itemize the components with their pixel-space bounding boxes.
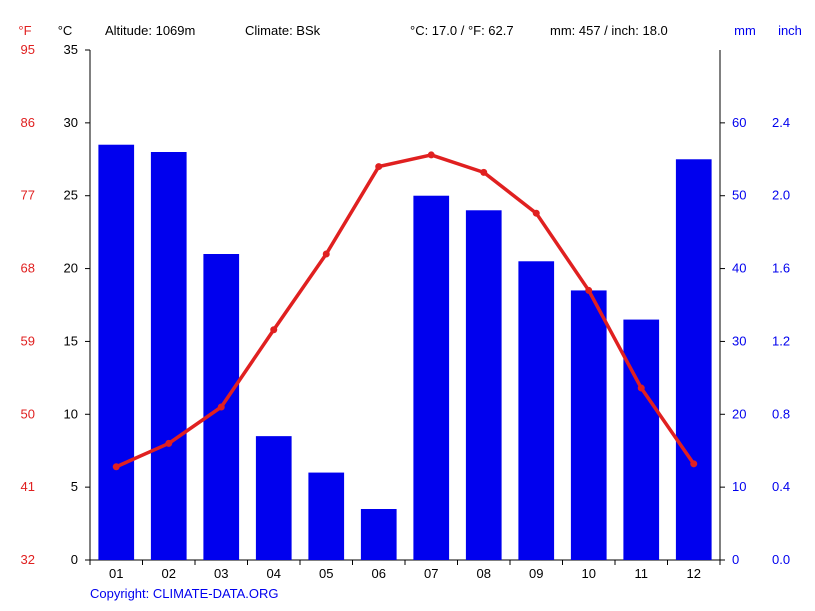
- f-tick-label: 77: [21, 188, 35, 203]
- temp-marker: [113, 463, 120, 470]
- unit-inch-label: inch: [778, 23, 802, 38]
- month-label: 12: [687, 566, 701, 581]
- f-tick-label: 50: [21, 406, 35, 421]
- temp-marker: [690, 460, 697, 467]
- temp-marker: [585, 287, 592, 294]
- temp-summary-text: °C: 17.0 / °F: 62.7: [410, 23, 514, 38]
- precip-summary-text: mm: 457 / inch: 18.0: [550, 23, 668, 38]
- temp-marker: [375, 163, 382, 170]
- c-tick-label: 5: [71, 479, 78, 494]
- climate-chart: Altitude: 1069m Climate: BSk °C: 17.0 / °F…: [0, 0, 815, 611]
- temp-marker: [270, 326, 277, 333]
- temp-marker: [165, 440, 172, 447]
- f-tick-label: 59: [21, 333, 35, 348]
- temp-marker: [480, 169, 487, 176]
- temp-marker: [428, 151, 435, 158]
- c-tick-label: 35: [64, 42, 78, 57]
- f-tick-label: 41: [21, 479, 35, 494]
- inch-tick-label: 2.0: [772, 188, 790, 203]
- month-label: 01: [109, 566, 123, 581]
- precip-bar: [361, 509, 397, 560]
- temp-marker: [533, 210, 540, 217]
- precip-bar: [518, 261, 554, 560]
- precip-bar: [256, 436, 292, 560]
- precip-bar: [98, 145, 134, 560]
- precip-bar: [151, 152, 187, 560]
- inch-tick-label: 1.6: [772, 261, 790, 276]
- altitude-text: Altitude: 1069m: [105, 23, 195, 38]
- precip-bar: [676, 159, 712, 560]
- c-tick-label: 15: [64, 333, 78, 348]
- mm-tick-label: 50: [732, 188, 746, 203]
- month-label: 11: [635, 566, 649, 581]
- precip-bar: [413, 196, 449, 560]
- month-label: 09: [529, 566, 543, 581]
- precip-bar: [623, 320, 659, 560]
- mm-tick-label: 20: [732, 406, 746, 421]
- precip-bar: [466, 210, 502, 560]
- unit-mm-label: mm: [734, 23, 756, 38]
- mm-tick-label: 10: [732, 479, 746, 494]
- c-tick-label: 10: [64, 406, 78, 421]
- month-label: 05: [319, 566, 333, 581]
- month-label: 06: [372, 566, 386, 581]
- inch-tick-label: 0.8: [772, 406, 790, 421]
- month-label: 07: [424, 566, 438, 581]
- c-tick-label: 30: [64, 115, 78, 130]
- month-label: 10: [582, 566, 596, 581]
- c-tick-label: 20: [64, 261, 78, 276]
- c-tick-label: 0: [71, 552, 78, 567]
- month-label: 04: [267, 566, 281, 581]
- mm-tick-label: 60: [732, 115, 746, 130]
- inch-tick-label: 2.4: [772, 115, 790, 130]
- f-tick-label: 86: [21, 115, 35, 130]
- f-tick-label: 68: [21, 261, 35, 276]
- f-tick-label: 32: [21, 552, 35, 567]
- temp-marker: [218, 404, 225, 411]
- month-label: 02: [162, 566, 176, 581]
- temp-marker: [638, 385, 645, 392]
- mm-tick-label: 40: [732, 261, 746, 276]
- month-label: 03: [214, 566, 228, 581]
- unit-f-label: °F: [18, 23, 31, 38]
- mm-tick-label: 0: [732, 552, 739, 567]
- copyright-text: Copyright: CLIMATE-DATA.ORG: [90, 586, 279, 601]
- temp-line: [116, 155, 694, 467]
- c-tick-label: 25: [64, 188, 78, 203]
- inch-tick-label: 0.4: [772, 479, 790, 494]
- inch-tick-label: 1.2: [772, 333, 790, 348]
- mm-tick-label: 30: [732, 333, 746, 348]
- precip-bar: [571, 290, 607, 560]
- unit-c-label: °C: [58, 23, 73, 38]
- f-tick-label: 95: [21, 42, 35, 57]
- climate-text: Climate: BSk: [245, 23, 321, 38]
- temp-marker: [323, 251, 330, 258]
- inch-tick-label: 0.0: [772, 552, 790, 567]
- precip-bar: [308, 473, 344, 560]
- month-label: 08: [477, 566, 491, 581]
